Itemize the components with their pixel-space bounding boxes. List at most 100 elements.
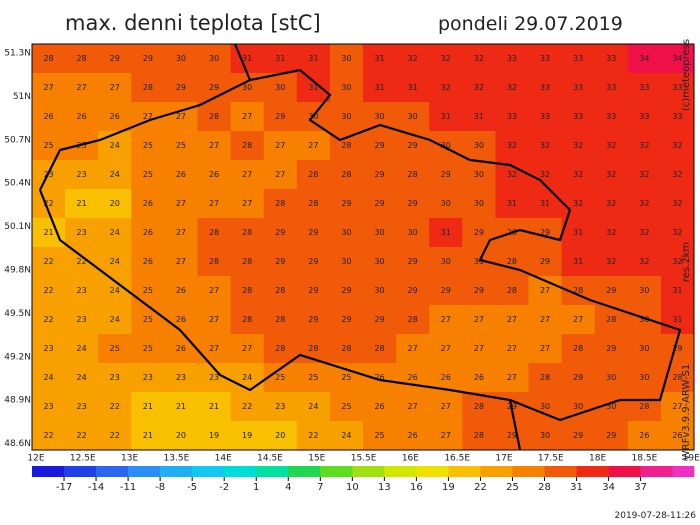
temperature-value: 29: [374, 315, 384, 324]
temperature-value: 32: [606, 199, 616, 208]
temperature-value: 21: [209, 402, 219, 411]
temperature-value: 30: [176, 54, 186, 63]
temperature-value: 30: [474, 141, 484, 150]
temperature-cell: [462, 334, 496, 364]
temperature-value: 31: [308, 83, 318, 92]
temperature-cell: [98, 73, 132, 103]
temperature-cell: [263, 276, 298, 306]
temperature-cell: [627, 102, 662, 132]
temperature-value: 32: [408, 54, 418, 63]
temperature-value: 29: [474, 286, 484, 295]
temperature-cell: [65, 189, 99, 219]
temperature-cell: [164, 160, 198, 190]
temperature-value: 27: [275, 141, 285, 150]
temperature-value: 32: [672, 257, 682, 266]
temperature-value: 30: [341, 83, 351, 92]
temperature-value: 28: [43, 54, 53, 63]
temperature-cell: [594, 218, 629, 248]
temperature-value: 26: [110, 112, 120, 121]
temperature-cell: [230, 305, 265, 335]
temperature-value: 21: [43, 228, 53, 237]
temperature-cell: [627, 73, 662, 103]
temperature-cell: [495, 305, 529, 335]
lon-label: 12.5E: [70, 454, 96, 464]
temperature-cell: [32, 421, 66, 451]
temperature-value: 28: [242, 286, 252, 295]
temperature-value: 26: [176, 315, 186, 324]
lon-label: 18E: [589, 454, 606, 464]
map-frame: [31, 43, 695, 451]
temperature-cell: [363, 131, 397, 161]
temperature-cell: [561, 247, 596, 277]
temperature-value: 23: [176, 373, 186, 382]
temperature-cell: [197, 305, 232, 335]
temperature-value: 23: [77, 315, 87, 324]
temperature-value: 25: [341, 402, 351, 411]
temperature-cell: [594, 102, 629, 132]
temperature-value: 31: [507, 199, 517, 208]
temperature-cell: [131, 73, 165, 103]
temperature-value: 32: [606, 257, 616, 266]
temperature-cell: [363, 392, 397, 422]
temperature-value: 29: [672, 344, 682, 353]
temperature-value: 32: [474, 54, 484, 63]
temperature-cell: [296, 392, 331, 422]
temperature-value: 27: [474, 315, 484, 324]
temperature-value: 21: [143, 402, 153, 411]
temperature-value: 34: [672, 54, 682, 63]
temperature-value: 27: [242, 170, 252, 179]
temperature-cell: [263, 392, 298, 422]
temperature-cell: [98, 305, 132, 335]
temperature-value: 29: [209, 83, 219, 92]
temperature-value: 24: [43, 373, 53, 382]
temperature-value: 29: [408, 257, 418, 266]
temperature-value: 21: [143, 431, 153, 440]
temperature-cell: [627, 131, 662, 161]
temperature-cell: [197, 44, 232, 74]
temperature-value: 20: [275, 431, 285, 440]
temperature-cell: [329, 334, 364, 364]
temperature-cell: [65, 218, 99, 248]
temperature-cell: [296, 363, 331, 393]
colorbar-label: -11: [120, 482, 136, 493]
temperature-value: 31: [441, 112, 451, 121]
temperature-value: 27: [540, 286, 550, 295]
temperature-value: 27: [507, 373, 517, 382]
temperature-cell: [462, 305, 496, 335]
temperature-value: 32: [540, 141, 550, 150]
temperature-cell: [495, 131, 529, 161]
temperature-cell: [660, 44, 695, 74]
temperature-value: 32: [639, 228, 649, 237]
temperature-cell: [164, 392, 198, 422]
temperature-value: 31: [441, 228, 451, 237]
temperature-value: 25: [143, 286, 153, 295]
temperature-cell: [363, 102, 397, 132]
colorbar-label: 34: [602, 482, 615, 493]
temperature-value: 26: [474, 373, 484, 382]
temperature-value: 25: [176, 141, 186, 150]
temperature-cell: [65, 334, 99, 364]
temperature-cell: [98, 363, 132, 393]
temperature-value: 30: [341, 257, 351, 266]
temperature-value: 23: [209, 373, 219, 382]
lat-label: 49.5N: [4, 309, 31, 319]
temperature-cell: [561, 218, 596, 248]
temperature-value: 33: [606, 112, 616, 121]
temperature-value: 25: [43, 141, 53, 150]
temperature-value: 30: [639, 315, 649, 324]
temperature-cell: [396, 247, 430, 277]
temperature-cell: [164, 247, 198, 277]
temperature-cell: [528, 131, 563, 161]
temperature-cell: [429, 189, 463, 219]
temperature-cell: [32, 44, 66, 74]
temperature-cell: [131, 247, 165, 277]
lat-label: 49.8N: [4, 266, 31, 276]
temperature-value: 33: [606, 83, 616, 92]
temperature-cell: [65, 247, 99, 277]
temperature-value: 29: [308, 315, 318, 324]
temperature-value: 30: [341, 54, 351, 63]
temperature-value: 22: [43, 315, 53, 324]
temperature-cell: [429, 276, 463, 306]
temperature-cell: [329, 276, 364, 306]
temperature-cell: [98, 131, 132, 161]
